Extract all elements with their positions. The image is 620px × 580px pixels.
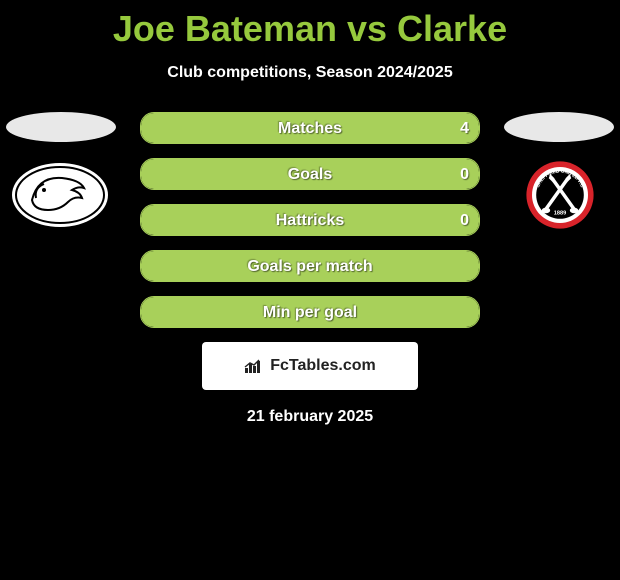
brand-badge: FcTables.com — [202, 342, 418, 390]
bar-chart-icon — [244, 358, 264, 374]
stat-row: Hattricks 0 — [140, 204, 480, 236]
page-title: Joe Bateman vs Clarke — [0, 0, 620, 50]
stat-label: Min per goal — [141, 297, 479, 328]
club-crest-right: SHEFFIELD UNITED F.C 1889 — [510, 160, 610, 230]
club-crest-left — [10, 160, 110, 230]
stat-rows: Matches 4 Goals 0 Hattricks 0 Goals per … — [140, 112, 480, 328]
stat-row: Matches 4 — [140, 112, 480, 144]
player-right-nameplate — [504, 112, 614, 142]
comparison-area: SHEFFIELD UNITED F.C 1889 Matches 4 Goal… — [0, 112, 620, 426]
subtitle: Club competitions, Season 2024/2025 — [0, 64, 620, 82]
stat-row: Goals 0 — [140, 158, 480, 190]
stat-value-right: 0 — [460, 205, 469, 236]
stat-row: Goals per match — [140, 250, 480, 282]
date-label: 21 february 2025 — [0, 408, 620, 426]
player-left-nameplate — [6, 112, 116, 142]
stat-label: Goals per match — [141, 251, 479, 282]
stat-value-right: 0 — [460, 159, 469, 190]
brand-text: FcTables.com — [270, 357, 376, 375]
stat-value-right: 4 — [460, 113, 469, 144]
stat-row: Min per goal — [140, 296, 480, 328]
stat-label: Goals — [141, 159, 479, 190]
stat-label: Matches — [141, 113, 479, 144]
svg-text:1889: 1889 — [554, 211, 566, 217]
stat-label: Hattricks — [141, 205, 479, 236]
